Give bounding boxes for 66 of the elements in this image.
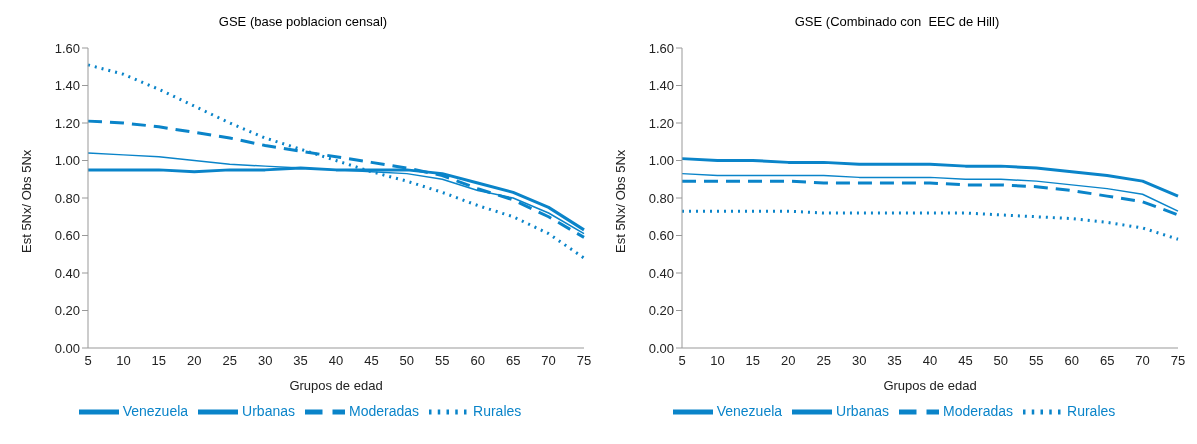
y-tick-label: 0.80 [54, 190, 80, 206]
legend-label: Urbanas [836, 402, 890, 419]
legend-label: Urbanas [242, 402, 296, 419]
x-tick-label: 10 [710, 353, 725, 369]
y-tick-label: 0.20 [648, 303, 674, 319]
chart-title: GSE (Combinado con EEC de Hill) [793, 13, 1001, 31]
legend-label: Moderadas [349, 402, 420, 419]
x-tick-label: 70 [1135, 353, 1150, 369]
x-tick-label: 35 [887, 353, 902, 369]
x-tick-label: 35 [293, 353, 308, 369]
x-tick-label: 15 [151, 353, 167, 369]
y-tick-label: 0.40 [54, 265, 80, 281]
x-tick-label: 45 [364, 353, 379, 369]
x-axis-title: Grupos de edad [883, 378, 977, 393]
x-tick-label: 30 [851, 353, 867, 369]
y-tick-label: 0.60 [54, 228, 80, 244]
x-tick-label: 65 [505, 353, 521, 369]
y-tick-label: 0.40 [648, 265, 674, 281]
y-tick-label: 0.00 [648, 340, 674, 356]
x-tick-label: 60 [1064, 353, 1079, 369]
x-tick-label: 45 [958, 353, 973, 369]
legend-label: Rurales [473, 402, 522, 419]
y-tick-label: 1.40 [54, 78, 80, 94]
line-series [86, 63, 586, 260]
line-series [681, 172, 1179, 212]
y-tick-label: 0.80 [648, 190, 674, 206]
y-tick-label: 1.00 [54, 153, 80, 169]
x-tick-label: 55 [1029, 353, 1044, 369]
x-tick-label: 30 [257, 353, 273, 369]
x-axis-title: Grupos de edad [289, 378, 383, 393]
legend-label: Venezuela [716, 402, 783, 419]
x-tick-label: 75 [576, 353, 592, 369]
y-tick-label: 1.20 [648, 115, 674, 131]
x-tick-label: 20 [187, 353, 202, 369]
y-tick-label: 0.20 [54, 303, 80, 319]
y-tick-label: 1.20 [54, 115, 80, 131]
x-tick-label: 70 [541, 353, 556, 369]
legend-label: Moderadas [943, 402, 1014, 419]
y-tick-label: 1.60 [54, 40, 80, 56]
y-tick-label: 1.60 [648, 40, 674, 56]
x-tick-label: 75 [1170, 353, 1186, 369]
y-axis-title: Est 5Nx/ Obs 5Nx [18, 149, 34, 253]
x-tick-label: 5 [678, 353, 686, 369]
x-tick-label: 60 [470, 353, 485, 369]
y-tick-label: 0.60 [648, 228, 674, 244]
legend-label: Venezuela [122, 402, 189, 419]
x-tick-label: 5 [84, 353, 92, 369]
x-tick-label: 50 [399, 353, 415, 369]
y-tick-label: 1.00 [648, 153, 674, 169]
x-tick-label: 10 [116, 353, 131, 369]
x-tick-label: 25 [222, 353, 237, 369]
x-tick-label: 15 [745, 353, 761, 369]
y-tick-label: 0.00 [54, 340, 80, 356]
x-tick-label: 50 [993, 353, 1009, 369]
line-series [680, 209, 1180, 241]
x-tick-label: 40 [328, 353, 344, 369]
x-tick-label: 55 [435, 353, 450, 369]
x-tick-label: 40 [922, 353, 938, 369]
x-tick-label: 20 [781, 353, 796, 369]
x-tick-label: 25 [816, 353, 831, 369]
line-series [680, 157, 1180, 198]
legend-label: Rurales [1067, 402, 1116, 419]
y-tick-label: 1.40 [648, 78, 674, 94]
chart-title: GSE (base poblacion censal) [217, 13, 389, 31]
y-axis-title: Est 5Nx/ Obs 5Nx [612, 149, 628, 253]
x-tick-label: 65 [1099, 353, 1115, 369]
